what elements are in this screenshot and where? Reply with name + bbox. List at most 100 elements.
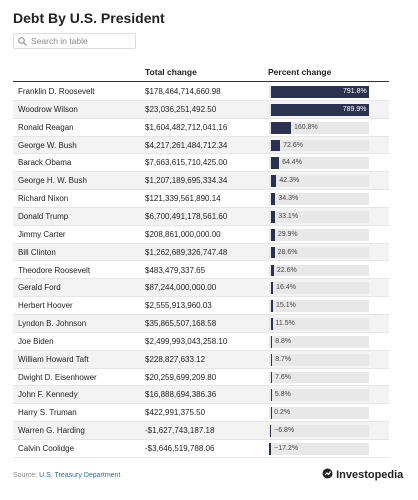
- search-placeholder: Search in table: [31, 36, 88, 46]
- president: Gerald Ford: [18, 283, 61, 293]
- bar-track: [269, 228, 369, 241]
- bar-label: 22.6%: [276, 266, 297, 274]
- source-label: Source:: [13, 472, 38, 479]
- total-change: $483,479,337.65: [145, 265, 206, 275]
- total-change: $422,991,375.50: [145, 408, 206, 418]
- bar: [270, 425, 272, 437]
- bar-label: 0.2%: [274, 409, 291, 417]
- bar-label: 5.8%: [274, 391, 291, 399]
- bar-label: 28.6%: [277, 248, 298, 256]
- source: Source: U.S. Treasury Department: [13, 472, 120, 479]
- header-rule: [13, 81, 389, 82]
- total-change: $35,865,507,168.58: [145, 319, 217, 329]
- bar-label: −17.2%: [274, 445, 299, 452]
- column-header[interactable]: Percent change: [268, 67, 332, 77]
- bar-track: [269, 353, 369, 366]
- total-change: $1,604,482,712,041.16: [145, 122, 228, 132]
- bar: [271, 103, 369, 116]
- bar-track: [269, 264, 369, 277]
- bar-label: 34.3%: [278, 195, 299, 203]
- bar-track: [269, 335, 369, 348]
- brand-name: Investopedia: [336, 469, 404, 481]
- president: Donald Trump: [18, 211, 69, 221]
- president: Joe Biden: [18, 336, 54, 346]
- bar-track: [269, 318, 369, 330]
- bar-track: [269, 121, 369, 134]
- bar-label: 42.3%: [279, 177, 300, 185]
- total-change: $2,499,993,043,258.10: [145, 336, 228, 346]
- bar-track: [269, 282, 369, 295]
- bar: [271, 175, 277, 188]
- bar-track: [269, 371, 369, 384]
- bar-label: 789.9%: [342, 105, 367, 113]
- total-change: $2,555,913,960.03: [145, 301, 212, 311]
- bar-label: 16.4%: [276, 284, 296, 292]
- president: Warren G. Harding: [18, 426, 85, 436]
- president: George W. Bush: [18, 140, 77, 150]
- bar: [271, 264, 274, 277]
- bar-track: [269, 139, 369, 152]
- bar-track: [269, 300, 369, 313]
- president: Theodore Roosevelt: [18, 265, 91, 275]
- total-change: $1,207,189,695,334.34: [145, 176, 228, 186]
- bar-track: [269, 210, 369, 223]
- search-icon: [18, 37, 27, 46]
- president: Jimmy Carter: [18, 229, 66, 239]
- president: Lyndon B. Johnson: [18, 319, 87, 329]
- bar-label: 72.6%: [283, 141, 303, 149]
- president: Dwight D. Eisenhower: [18, 372, 97, 382]
- bar: [271, 228, 275, 241]
- total-change: $20,259,699,209.80: [145, 372, 217, 382]
- bar-label: 7.6%: [275, 373, 292, 381]
- bar-label: −6.8%: [274, 427, 295, 435]
- title: Debt By U.S. President: [13, 10, 165, 26]
- bar-track: [269, 425, 369, 437]
- bar-label: 29.9%: [277, 230, 298, 238]
- bar: [269, 443, 272, 455]
- bar: [271, 318, 273, 330]
- bar: [271, 335, 273, 348]
- president: Ronald Reagan: [18, 122, 74, 132]
- source-link[interactable]: U.S. Treasury Department: [39, 472, 121, 479]
- search-box[interactable]: Search in table: [13, 33, 136, 49]
- bar: [271, 193, 276, 205]
- president: Calvin Coolidge: [18, 444, 75, 453]
- bar-track: [269, 443, 369, 455]
- total-change: $87,244,000,000.00: [145, 283, 217, 293]
- total-change: $228,827,633.12: [145, 354, 206, 364]
- total-change: $7,663,615,710,425.00: [145, 158, 228, 168]
- total-change: $121,339,561,890.14: [145, 194, 221, 204]
- bar-track: [269, 175, 369, 188]
- bar-track: [269, 246, 369, 259]
- president: Woodrow Wilson: [18, 104, 78, 114]
- bar-track: [269, 193, 369, 205]
- total-change: $178,464,714,660.98: [145, 87, 221, 96]
- bar: [271, 389, 272, 402]
- bar: [271, 246, 275, 259]
- president: Herbert Hoover: [18, 301, 73, 311]
- bar-track: [269, 157, 369, 170]
- bar-label: 8.8%: [275, 337, 292, 345]
- bar: [271, 371, 273, 384]
- column-header[interactable]: Total change: [145, 67, 197, 77]
- bar: [271, 282, 274, 295]
- president: Barack Obama: [18, 158, 72, 168]
- total-change: $208,861,000,000.00: [145, 229, 221, 239]
- bar-label: 791.8%: [343, 88, 367, 95]
- total-change: -$3,646,519,788.06: [145, 444, 215, 453]
- bar-label: 8.7%: [275, 355, 292, 363]
- bar-track: [269, 389, 369, 402]
- bar-label: 15.1%: [275, 302, 296, 310]
- bar: [271, 353, 273, 366]
- bar: [271, 86, 369, 98]
- bar: [271, 121, 291, 134]
- bar: [271, 139, 281, 152]
- president: William Howard Taft: [18, 354, 89, 364]
- bar: [271, 157, 280, 170]
- bar-label: 64.4%: [282, 159, 302, 167]
- total-change: $1,262,689,326,747.48: [145, 247, 228, 257]
- president: Harry S. Truman: [18, 408, 77, 418]
- president: Franklin D. Roosevelt: [18, 87, 95, 96]
- brand-icon: [322, 468, 333, 479]
